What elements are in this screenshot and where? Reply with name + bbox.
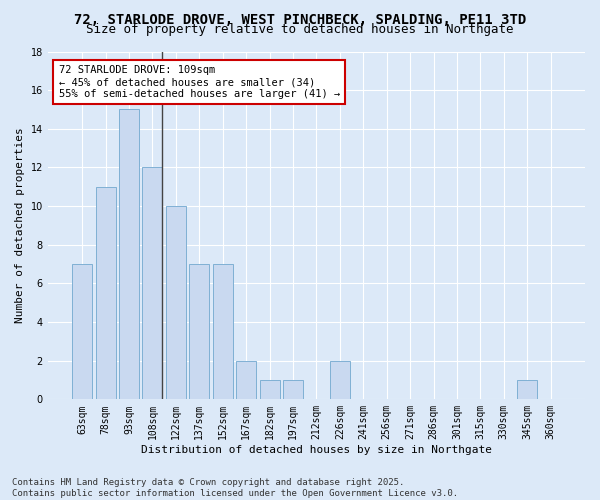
Y-axis label: Number of detached properties: Number of detached properties — [15, 128, 25, 324]
Bar — [190, 264, 209, 400]
Bar — [213, 264, 233, 400]
Bar — [517, 380, 537, 400]
Bar — [283, 380, 303, 400]
Bar — [142, 168, 163, 400]
Text: 72 STARLODE DROVE: 109sqm
← 45% of detached houses are smaller (34)
55% of semi-: 72 STARLODE DROVE: 109sqm ← 45% of detac… — [59, 66, 340, 98]
Text: Size of property relative to detached houses in Northgate: Size of property relative to detached ho… — [86, 22, 514, 36]
Text: Contains HM Land Registry data © Crown copyright and database right 2025.
Contai: Contains HM Land Registry data © Crown c… — [12, 478, 458, 498]
Bar — [330, 360, 350, 400]
X-axis label: Distribution of detached houses by size in Northgate: Distribution of detached houses by size … — [141, 445, 492, 455]
Text: 72, STARLODE DROVE, WEST PINCHBECK, SPALDING, PE11 3TD: 72, STARLODE DROVE, WEST PINCHBECK, SPAL… — [74, 12, 526, 26]
Bar — [260, 380, 280, 400]
Bar — [72, 264, 92, 400]
Bar — [95, 187, 116, 400]
Bar — [236, 360, 256, 400]
Bar — [166, 206, 186, 400]
Bar — [119, 110, 139, 400]
